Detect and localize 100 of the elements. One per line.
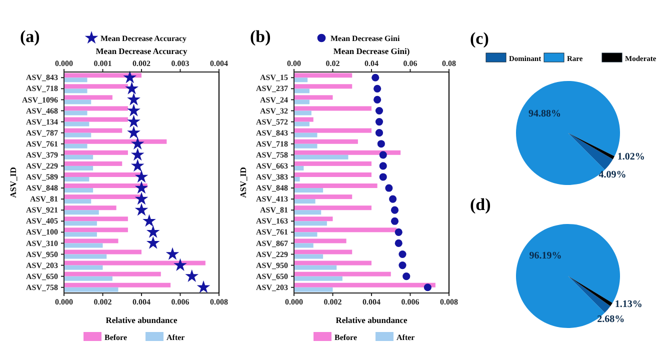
bar <box>294 84 352 89</box>
legend-label: Before <box>104 333 128 342</box>
bar <box>64 154 94 160</box>
legend-label: Mean Decrease Gini <box>330 34 400 43</box>
y-tick-label: ASV_383 <box>256 172 288 182</box>
bar <box>294 221 327 226</box>
y-tick-label: ASV_589 <box>26 172 58 182</box>
data-label: 1.02% <box>617 152 645 163</box>
point <box>146 225 160 238</box>
y-tick-label: ASV_758 <box>26 282 58 292</box>
y-tick-label: ASV_663 <box>256 162 288 170</box>
point <box>375 106 384 115</box>
bar <box>294 194 352 200</box>
x2-tick-label: 0.004 <box>210 59 228 68</box>
bar <box>64 238 118 244</box>
y-tick-label: ASV_237 <box>256 84 288 94</box>
data-label: 1.13% <box>614 298 642 310</box>
y-tick-label: ASV_24 <box>260 95 288 104</box>
data-label: 94.88% <box>528 108 562 120</box>
y-tick-label: ASV_379 <box>26 150 58 160</box>
y-tick-label: ASV_761 <box>26 139 58 148</box>
pie-slice <box>568 276 612 306</box>
bar <box>294 199 316 204</box>
y-tick-label: ASV_229 <box>256 250 288 259</box>
y-tick-label: ASV_843 <box>256 128 288 138</box>
bar <box>294 183 378 188</box>
point <box>142 214 156 227</box>
bar <box>294 250 352 254</box>
y-tick-label: ASV_203 <box>26 260 58 270</box>
bar <box>64 117 128 122</box>
bar <box>294 287 333 292</box>
bar <box>294 106 372 111</box>
bar <box>64 144 88 148</box>
y-tick-label: ASV_650 <box>256 272 288 281</box>
bar <box>294 78 308 82</box>
point <box>185 269 199 282</box>
bar <box>294 210 322 215</box>
chart-title: (d) <box>470 195 491 214</box>
bar <box>64 254 107 259</box>
x2-tick-label: 0.000 <box>55 59 73 68</box>
bar <box>294 73 352 78</box>
x2-tick-label: 0.002 <box>132 59 150 68</box>
x-tick-label: 0.000 <box>285 298 303 307</box>
bar <box>294 144 318 148</box>
y-tick-label: ASV_718 <box>26 84 58 94</box>
bar <box>294 282 436 288</box>
y-tick-label: ASV_81 <box>30 194 58 204</box>
bar <box>64 206 116 210</box>
bar <box>64 260 206 266</box>
bar <box>294 132 318 138</box>
bar <box>64 265 103 270</box>
bar <box>294 238 346 244</box>
x2-tick-label: 0.003 <box>171 59 190 68</box>
bar <box>64 272 161 276</box>
y-tick-label: ASV_950 <box>256 260 288 270</box>
legend-label: Before <box>334 333 358 342</box>
point <box>374 96 382 104</box>
y-tick-label: ASV_1096 <box>22 95 58 104</box>
chart-title: (b) <box>250 27 271 46</box>
point <box>375 118 384 126</box>
point <box>146 236 160 249</box>
y-tick-label: ASV_572 <box>256 117 288 126</box>
bar <box>64 199 92 204</box>
bar <box>294 254 324 259</box>
x2-axis-title: Mean Decrease Gini) <box>333 46 410 56</box>
pie-slice <box>568 133 614 160</box>
pie-slice <box>568 133 613 170</box>
legend-label: After <box>166 333 186 342</box>
point <box>379 173 387 181</box>
bar <box>64 216 128 222</box>
y-tick-label: ASV_848 <box>26 184 58 193</box>
bar <box>294 154 348 160</box>
point <box>127 92 140 106</box>
point <box>134 170 148 183</box>
x2-tick-label: 0.08 <box>442 59 456 68</box>
point <box>130 158 144 172</box>
x2-axis-title: Mean Decrease Accuracy <box>96 46 188 56</box>
bar <box>294 188 324 193</box>
bar <box>64 139 167 144</box>
legend-label: After <box>396 333 416 342</box>
bar <box>64 221 97 226</box>
data-label: 96.19% <box>529 250 562 262</box>
y-tick-label: ASV_718 <box>256 139 288 148</box>
point <box>398 250 406 258</box>
bar <box>64 232 97 237</box>
legend-label: Mean Decrease Accuracy <box>100 34 187 43</box>
chart-title: (c) <box>470 29 489 48</box>
point <box>390 206 399 214</box>
bar <box>64 287 118 292</box>
point <box>134 203 148 216</box>
y-tick-label: ASV_843 <box>26 73 58 82</box>
y-tick-label: ASV_100 <box>26 228 58 237</box>
x-axis-title: Relative abundance <box>106 315 178 325</box>
point <box>375 129 384 137</box>
bar <box>64 183 148 188</box>
point <box>127 114 140 128</box>
bar <box>64 282 171 288</box>
x-axis-title: Relative abundance <box>336 315 408 325</box>
point <box>127 104 140 116</box>
point <box>374 84 382 92</box>
